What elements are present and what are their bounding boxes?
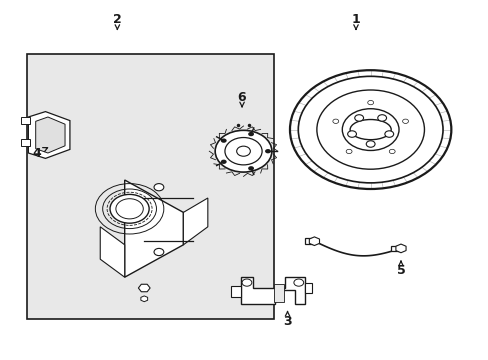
Circle shape bbox=[154, 184, 163, 191]
Bar bbox=[21, 139, 30, 146]
Ellipse shape bbox=[349, 120, 390, 140]
Polygon shape bbox=[241, 277, 304, 304]
Polygon shape bbox=[28, 112, 70, 158]
Circle shape bbox=[242, 279, 251, 286]
Bar bbox=[27, 54, 273, 319]
Bar bbox=[274, 284, 284, 302]
Circle shape bbox=[354, 115, 363, 121]
Text: 2: 2 bbox=[113, 13, 122, 30]
Circle shape bbox=[402, 119, 407, 123]
Text: 4: 4 bbox=[32, 147, 47, 159]
Circle shape bbox=[332, 119, 338, 123]
Polygon shape bbox=[36, 117, 65, 153]
Text: 3: 3 bbox=[283, 311, 291, 328]
Circle shape bbox=[215, 130, 271, 172]
Bar bbox=[21, 117, 30, 124]
Circle shape bbox=[367, 100, 373, 105]
Circle shape bbox=[366, 141, 374, 147]
Circle shape bbox=[264, 149, 270, 153]
Circle shape bbox=[298, 76, 442, 183]
Circle shape bbox=[110, 194, 149, 223]
Polygon shape bbox=[183, 198, 207, 245]
Polygon shape bbox=[100, 227, 124, 277]
Bar bbox=[304, 238, 314, 244]
Circle shape bbox=[221, 139, 226, 143]
Polygon shape bbox=[124, 180, 183, 277]
Polygon shape bbox=[304, 283, 311, 293]
Circle shape bbox=[247, 132, 253, 136]
Bar bbox=[390, 246, 400, 251]
Circle shape bbox=[293, 279, 303, 286]
Circle shape bbox=[236, 146, 250, 156]
Circle shape bbox=[384, 131, 393, 137]
Text: 5: 5 bbox=[396, 261, 405, 277]
Circle shape bbox=[154, 248, 163, 256]
Polygon shape bbox=[231, 286, 241, 297]
Text: 6: 6 bbox=[237, 91, 246, 107]
Circle shape bbox=[346, 149, 351, 154]
Circle shape bbox=[347, 131, 356, 137]
Circle shape bbox=[221, 159, 226, 164]
Circle shape bbox=[377, 115, 386, 121]
Text: 1: 1 bbox=[351, 13, 360, 30]
Circle shape bbox=[388, 149, 394, 154]
Circle shape bbox=[247, 166, 253, 171]
